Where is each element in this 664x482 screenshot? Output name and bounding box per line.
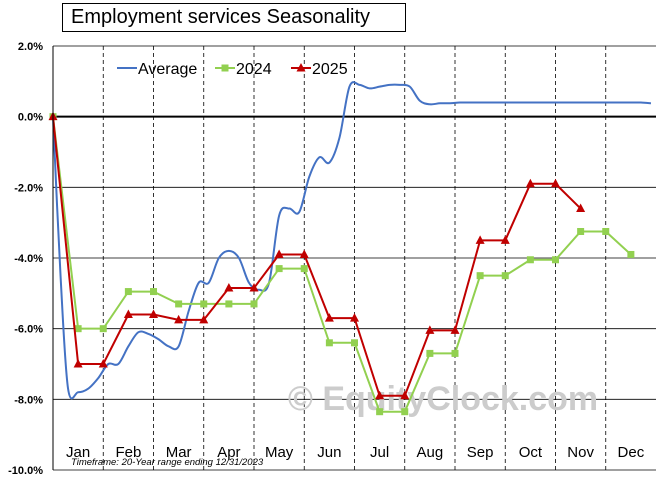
data-point	[376, 408, 384, 416]
data-point	[602, 228, 610, 235]
data-point	[200, 300, 208, 308]
legend-label: 2025	[312, 61, 348, 78]
data-point	[275, 265, 283, 273]
data-point	[525, 178, 535, 188]
data-point	[299, 249, 309, 258]
y-tick-label: 2.0%	[18, 41, 43, 53]
series-average	[52, 81, 652, 400]
data-point	[123, 309, 133, 319]
data-point	[324, 313, 334, 322]
y-tick-labels: 2.0% 0.0% -2.0% -4.0% -6.0% -8.0% -10.0%	[8, 41, 43, 477]
data-point	[475, 235, 485, 244]
data-point	[576, 203, 586, 213]
y-tick-label: -8.0%	[14, 394, 43, 406]
x-tick-label: Mar	[166, 444, 192, 461]
x-tick-labels: Jan Feb Mar Apr May Jun Jul Aug Sep Oct Nov Dec	[66, 444, 645, 461]
x-tick-label: May	[265, 444, 294, 461]
data-point	[350, 313, 359, 322]
data-point	[501, 272, 509, 280]
data-point	[401, 408, 409, 416]
data-point	[74, 325, 82, 333]
x-tick-label: Apr	[217, 444, 240, 461]
y-tick-label: -4.0%	[14, 253, 43, 265]
legend: Average 2024 2025	[117, 61, 348, 78]
x-tick-label: Jun	[317, 444, 341, 461]
data-point	[300, 265, 308, 273]
legend-label: Average	[138, 61, 197, 78]
legend-swatch-marker	[296, 63, 306, 72]
x-tick-label: Dec	[618, 444, 645, 461]
data-point	[325, 339, 333, 347]
x-tick-label: Sep	[467, 444, 494, 461]
data-point	[500, 235, 510, 244]
x-tick-label: Jul	[370, 444, 389, 461]
data-point	[627, 250, 635, 258]
data-point	[249, 283, 259, 292]
legend-swatch-marker	[221, 64, 229, 72]
watermark: © EquityClock.com	[288, 380, 598, 418]
data-point	[351, 339, 358, 347]
data-point	[274, 249, 284, 258]
data-point	[224, 283, 234, 292]
data-point	[175, 300, 183, 308]
data-point	[98, 359, 108, 368]
data-point	[199, 314, 209, 324]
x-tick-label: Aug	[417, 444, 444, 461]
data-point	[250, 300, 258, 308]
data-point	[551, 178, 560, 188]
series-line	[52, 116, 632, 413]
data-point	[552, 256, 559, 264]
series-line	[52, 116, 582, 397]
data-point	[425, 325, 435, 334]
data-point	[476, 272, 484, 280]
data-point	[450, 325, 460, 334]
y-tick-label: -2.0%	[14, 182, 43, 194]
data-point	[400, 390, 410, 400]
data-point	[451, 349, 459, 357]
y-tick-label: 0.0%	[18, 112, 43, 124]
data-point	[577, 228, 585, 235]
x-tick-label: Oct	[519, 444, 543, 461]
x-tick-label: Nov	[567, 444, 594, 461]
series-2025	[48, 111, 586, 400]
series-layer	[48, 81, 652, 416]
y-tick-label: -6.0%	[14, 324, 43, 336]
y-tick-label: -10.0%	[8, 465, 43, 477]
data-point	[124, 288, 132, 296]
data-point	[99, 325, 107, 333]
data-point	[375, 390, 385, 400]
data-point	[526, 256, 534, 264]
data-point	[174, 314, 184, 324]
data-point	[225, 300, 233, 308]
series-line	[52, 81, 652, 400]
x-tick-label: Jan	[66, 444, 90, 461]
chart-title: Employment services Seasonality	[62, 3, 406, 32]
x-tick-label: Feb	[115, 444, 141, 461]
data-point	[73, 359, 83, 368]
data-point	[426, 349, 434, 357]
data-point	[150, 288, 157, 296]
data-point	[149, 309, 158, 319]
timeframe-footnote: Timeframe: 20-Year range ending 12/31/20…	[71, 457, 264, 468]
legend-label: 2024	[236, 61, 272, 78]
